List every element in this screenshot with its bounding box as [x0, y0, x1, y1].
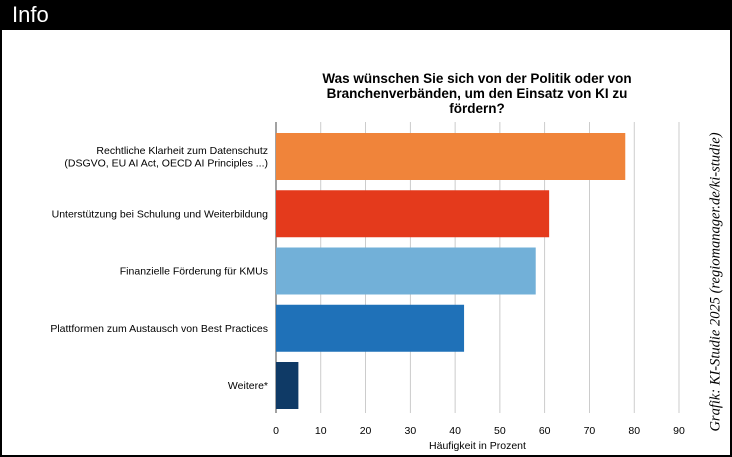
- header-title: Info: [12, 2, 49, 27]
- category-label: Unterstützung bei Schulung und Weiterbil…: [52, 208, 269, 220]
- x-tick-label: 90: [673, 425, 685, 437]
- x-tick-label: 50: [494, 425, 506, 437]
- x-tick-label: 0: [273, 425, 279, 437]
- bar-3: [276, 247, 536, 295]
- chart-title-line: Branchenverbänden, um den Einsatz von KI…: [327, 86, 628, 101]
- x-tick-label: 80: [628, 425, 640, 437]
- source-credit: Grafik: KI-Studie 2025 (regiomanager.de/…: [707, 132, 724, 432]
- bar-5: [276, 362, 299, 409]
- x-tick-label: 20: [360, 425, 372, 437]
- header-bar: Info: [0, 0, 732, 30]
- category-label: Weitere*: [228, 380, 268, 392]
- x-tick-label: 60: [539, 425, 551, 437]
- bar-1: [276, 133, 626, 180]
- chart-title-line: Was wünschen Sie sich von der Politik od…: [322, 71, 631, 86]
- category-label: Plattformen zum Austausch von Best Pract…: [50, 323, 268, 335]
- x-tick-label: 10: [315, 425, 327, 437]
- bar-2: [276, 190, 550, 238]
- x-tick-label: 70: [584, 425, 596, 437]
- chart-title-line: fördern?: [449, 101, 505, 116]
- x-tick-label: 40: [449, 425, 461, 437]
- bar-4: [276, 304, 465, 352]
- category-label: (DSGVO, EU AI Act, OECD AI Principles ..…: [64, 157, 268, 169]
- category-label: Finanzielle Förderung für KMUs: [120, 266, 268, 278]
- x-axis-title: Häufigkeit in Prozent: [429, 440, 526, 452]
- x-tick-label: 30: [404, 425, 416, 437]
- category-label: Rechtliche Klarheit zum Datenschutz: [96, 145, 268, 157]
